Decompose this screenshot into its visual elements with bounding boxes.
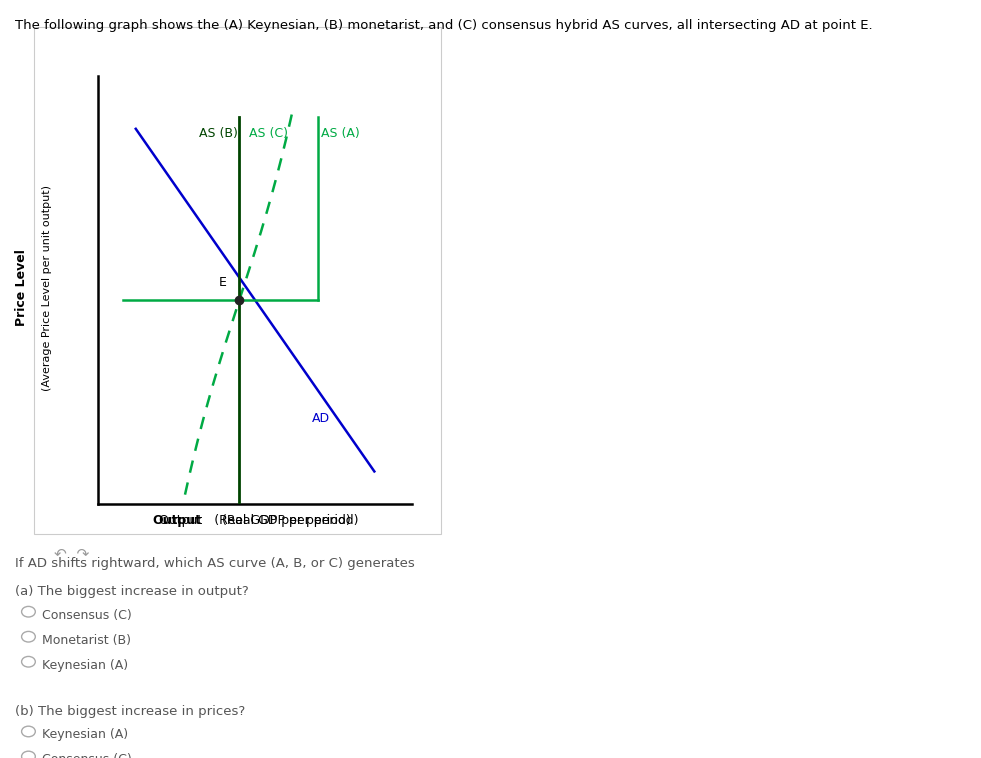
Text: The following graph shows the (A) Keynesian, (B) monetarist, and (C) consensus h: The following graph shows the (A) Keynes… — [15, 19, 872, 32]
Text: Keynesian (A): Keynesian (A) — [42, 659, 129, 672]
Text: If AD shifts rightward, which AS curve (A, B, or C) generates: If AD shifts rightward, which AS curve (… — [15, 557, 414, 570]
Text: E: E — [219, 276, 227, 289]
Text: (Real GDP per period): (Real GDP per period) — [214, 514, 358, 527]
Text: Consensus (C): Consensus (C) — [42, 753, 131, 758]
Text: Monetarist (B): Monetarist (B) — [42, 634, 131, 647]
Text: Price Level: Price Level — [15, 249, 28, 327]
Text: (Average Price Level per unit output): (Average Price Level per unit output) — [42, 185, 52, 391]
Text: (b) The biggest increase in prices?: (b) The biggest increase in prices? — [15, 705, 245, 718]
Text: Keynesian (A): Keynesian (A) — [42, 728, 129, 741]
Text: AS (C): AS (C) — [249, 127, 287, 140]
Text: (a) The biggest increase in output?: (a) The biggest increase in output? — [15, 585, 248, 598]
Text: AD: AD — [312, 412, 330, 425]
Text: Consensus (C): Consensus (C) — [42, 609, 131, 622]
Text: Output   (Real GDP per period): Output (Real GDP per period) — [159, 514, 351, 527]
Text: Output: Output — [152, 514, 201, 527]
Text: AS (A): AS (A) — [321, 127, 360, 140]
Text: ↶  ↷: ↶ ↷ — [54, 547, 89, 562]
Text: AS (B): AS (B) — [198, 127, 237, 140]
